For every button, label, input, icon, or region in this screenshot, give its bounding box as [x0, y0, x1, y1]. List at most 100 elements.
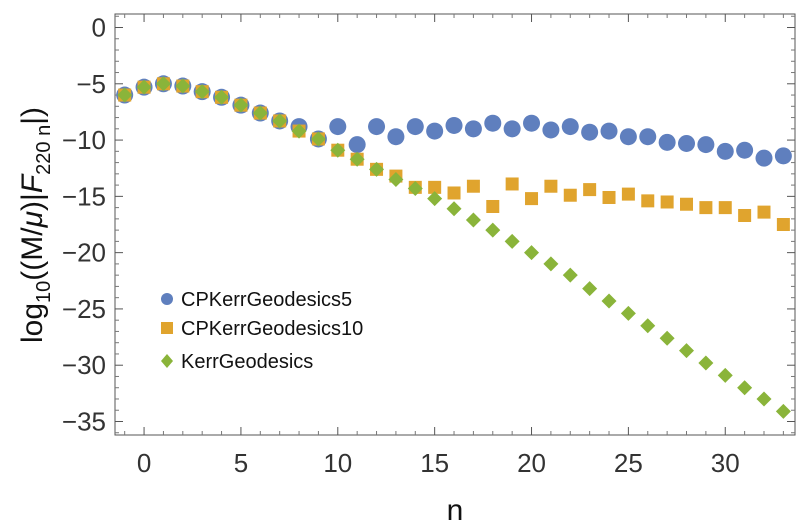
point-diamond: [252, 105, 268, 121]
point-square: [738, 208, 752, 222]
point-circle: [639, 128, 657, 146]
point-circle: [619, 128, 637, 146]
point-diamond: [330, 142, 346, 158]
point-diamond: [698, 355, 714, 371]
point-diamond: [775, 403, 791, 419]
x-tick-labels: 0 5 10 15 20 25 30: [137, 448, 740, 478]
y-tick-label: 0: [92, 13, 106, 43]
y-tick-label: −10: [62, 125, 106, 155]
point-diamond: [272, 113, 288, 129]
point-diamond: [446, 201, 462, 217]
point-circle: [464, 120, 482, 138]
point-diamond: [465, 212, 481, 228]
point-circle: [658, 133, 676, 151]
legend-label-cpkerr5: CPKerrGeodesics5: [181, 289, 352, 311]
legend-marker-square: [161, 322, 173, 334]
legend-label-cpkerr10: CPKerrGeodesics10: [181, 318, 363, 340]
x-tick-label: 15: [420, 448, 449, 478]
x-tick-label: 30: [711, 448, 740, 478]
point-square: [680, 197, 694, 211]
point-circle: [581, 123, 599, 141]
point-diamond: [562, 267, 578, 283]
point-diamond: [117, 87, 133, 103]
point-diamond: [485, 222, 501, 238]
point-circle: [736, 141, 754, 159]
point-diamond: [369, 161, 385, 177]
point-diamond: [291, 123, 307, 139]
point-circle: [542, 121, 560, 139]
point-circle: [561, 118, 579, 136]
point-diamond: [233, 97, 249, 113]
point-diamond: [388, 171, 404, 187]
x-tick-label: 10: [323, 448, 352, 478]
point-circle: [523, 114, 541, 132]
point-circle: [426, 122, 444, 140]
point-square: [602, 190, 616, 204]
legend: CPKerrGeodesics5 CPKerrGeodesics10 KerrG…: [161, 289, 363, 373]
point-circle: [484, 114, 502, 132]
point-square: [563, 188, 577, 202]
x-axis-title: n: [447, 494, 464, 525]
y-tick-label: −35: [62, 406, 106, 436]
point-diamond: [214, 89, 230, 105]
point-diamond: [504, 233, 520, 249]
point-square: [718, 201, 732, 215]
point-circle: [755, 149, 773, 167]
major-ticks: [115, 14, 795, 435]
point-square: [699, 201, 713, 215]
point-square: [621, 187, 635, 201]
point-square: [583, 183, 597, 197]
point-circle: [774, 147, 792, 165]
point-square: [428, 180, 442, 194]
point-square: [660, 195, 674, 209]
point-square: [757, 205, 771, 219]
point-diamond: [582, 281, 598, 297]
point-diamond: [524, 245, 540, 261]
y-tick-label: −30: [62, 350, 106, 380]
x-tick-label: 20: [517, 448, 546, 478]
point-diamond: [427, 191, 443, 207]
point-square: [641, 194, 655, 208]
y-tick-label: −5: [76, 69, 106, 99]
x-tick-label: 0: [137, 448, 151, 478]
point-circle: [329, 118, 347, 136]
x-tick-label: 5: [234, 448, 248, 478]
point-circle: [387, 128, 405, 146]
point-diamond: [136, 79, 152, 95]
y-tick-label: −20: [62, 238, 106, 268]
point-square: [776, 218, 790, 231]
point-circle: [678, 134, 696, 152]
point-diamond: [543, 256, 559, 272]
point-circle: [348, 136, 366, 154]
x-tick-label: 25: [614, 448, 643, 478]
point-diamond: [175, 78, 191, 94]
point-circle: [600, 122, 618, 140]
point-diamond: [640, 318, 656, 334]
point-diamond: [679, 343, 695, 359]
legend-marker-diamond: [161, 354, 173, 368]
point-square: [505, 177, 519, 191]
point-square: [544, 179, 558, 193]
series-CPKerrGeodesics5: [116, 75, 792, 167]
point-square: [466, 179, 480, 193]
point-diamond: [717, 367, 733, 383]
data-points: [116, 75, 792, 419]
point-diamond: [155, 76, 171, 92]
point-circle: [445, 116, 463, 134]
point-square: [447, 186, 461, 200]
point-diamond: [737, 380, 753, 396]
series-KerrGeodesics: [117, 76, 791, 419]
legend-label-kerr: KerrGeodesics: [181, 351, 313, 373]
minor-ticks: [115, 14, 795, 435]
y-tick-label: −25: [62, 294, 106, 324]
point-diamond: [620, 305, 636, 321]
point-square: [525, 192, 539, 206]
y-tick-labels: 0 −5 −10 −15 −20 −25 −30 −35: [62, 13, 106, 437]
point-diamond: [407, 180, 423, 196]
point-circle: [716, 142, 734, 160]
legend-marker-circle: [161, 293, 173, 305]
point-circle: [406, 118, 424, 136]
point-diamond: [756, 391, 772, 407]
plot-frame: [114, 13, 796, 436]
